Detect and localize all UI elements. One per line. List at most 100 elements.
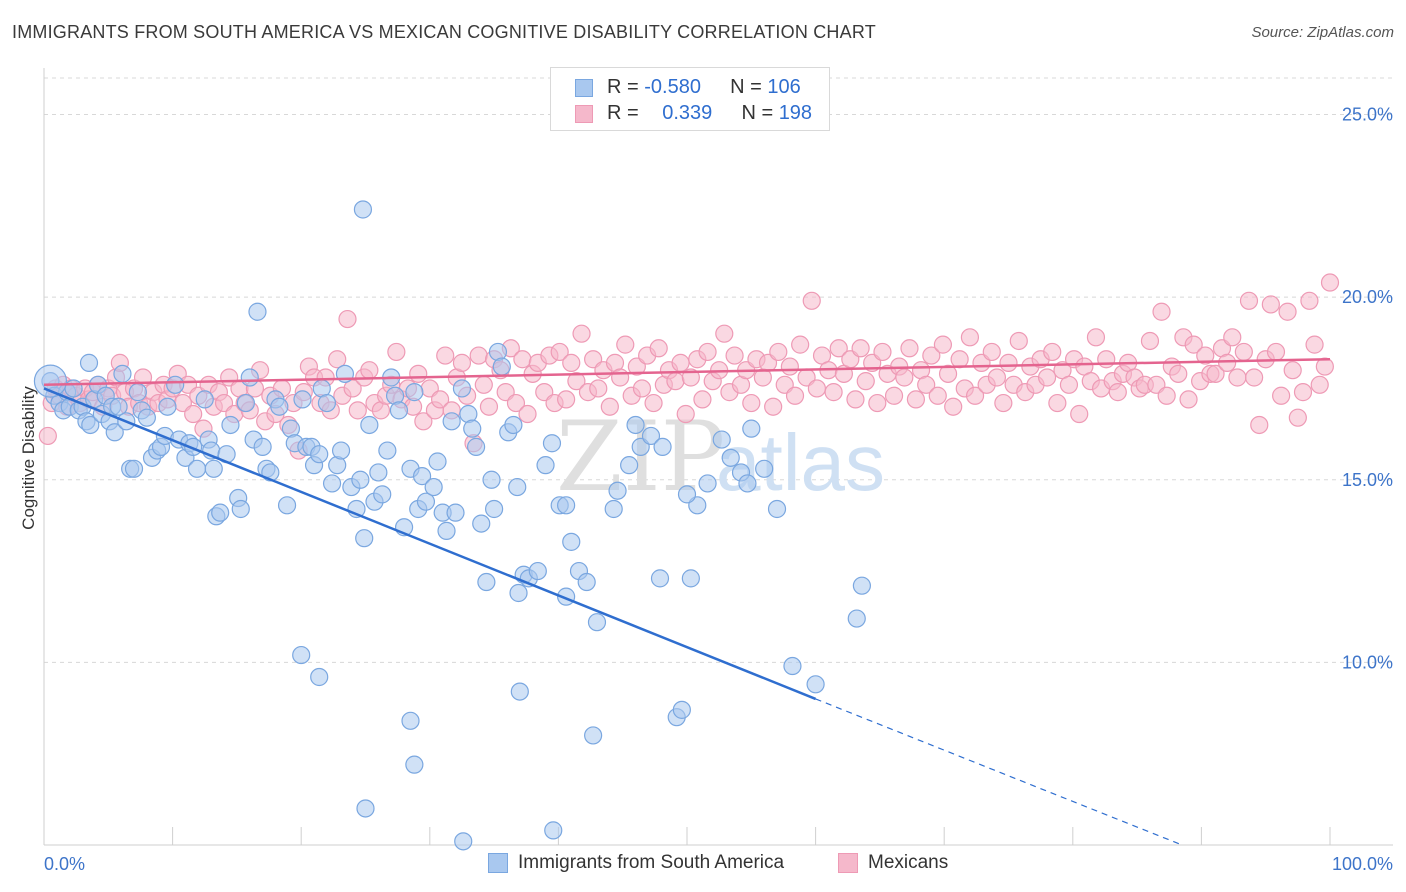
point-mexicans (917, 375, 936, 394)
point-mexicans (802, 291, 821, 310)
point-mexicans (1250, 415, 1269, 435)
point-immigrants (681, 569, 700, 588)
legend-r-label: R = (607, 102, 645, 124)
point-immigrants (847, 609, 866, 628)
point-mexicans (1070, 404, 1089, 424)
point-immigrants (485, 499, 504, 519)
point-mexicans (567, 372, 586, 391)
point-mexicans (851, 339, 870, 358)
point-mexicans (38, 426, 57, 446)
point-immigrants (353, 200, 373, 219)
point-immigrants (158, 397, 177, 416)
point-mexicans (950, 350, 969, 369)
point-immigrants (472, 514, 491, 533)
point-immigrants (113, 364, 132, 383)
y-tick-label: 10.0% (1342, 652, 1393, 672)
point-immigrants (492, 357, 511, 376)
point-mexicans (1278, 302, 1297, 321)
point-mexicans (965, 386, 985, 405)
y-tick-label: 15.0% (1342, 470, 1393, 490)
point-mexicans (474, 375, 493, 394)
point-immigrants (64, 379, 83, 398)
point-immigrants (128, 383, 147, 402)
point-immigrants (509, 583, 528, 603)
trend-line-immigrants-extrapolated (815, 698, 1183, 846)
point-mexicans (671, 353, 690, 372)
point-mexicans (1288, 408, 1307, 427)
point-immigrants (292, 645, 311, 665)
y-tick-label: 25.0% (1342, 105, 1393, 125)
point-mexicans (616, 335, 635, 354)
point-immigrants (437, 521, 456, 540)
legend-n-value: 106 (767, 76, 801, 98)
point-immigrants (240, 368, 259, 387)
chart-source: Source: ZipAtlas.com (1251, 24, 1394, 41)
point-immigrants (653, 437, 672, 456)
point-mexicans (1157, 386, 1176, 405)
point-mexicans (1315, 357, 1334, 376)
y-axis-label: Cognitive Disability (19, 386, 38, 530)
point-immigrants (355, 529, 374, 548)
series-immigrants-south-america (33, 200, 871, 851)
point-immigrants (604, 499, 623, 519)
legend-r-value: 0.339 (662, 102, 713, 124)
point-mexicans (698, 342, 717, 362)
point-immigrants (463, 419, 482, 438)
point-mexicans (343, 379, 362, 398)
point-immigrants (412, 467, 432, 486)
point-immigrants (221, 415, 240, 435)
point-immigrants (446, 503, 465, 522)
point-immigrants (166, 375, 185, 394)
point-immigrants (236, 393, 256, 413)
point-immigrants (698, 474, 717, 493)
point-immigrants (650, 569, 670, 588)
point-mexicans (1293, 383, 1313, 402)
point-immigrants (389, 401, 409, 420)
point-immigrants (504, 415, 523, 435)
point-mexicans (1266, 342, 1286, 362)
point-mexicans (1283, 361, 1302, 380)
point-mexicans (479, 397, 499, 416)
point-mexicans (1097, 350, 1116, 369)
point-mexicans (469, 346, 488, 365)
point-mexicans (360, 361, 379, 380)
point-mexicans (649, 339, 668, 358)
point-immigrants (360, 415, 379, 435)
point-immigrants (672, 700, 691, 719)
point-immigrants (584, 726, 603, 745)
point-immigrants (852, 576, 871, 595)
point-mexicans (644, 393, 663, 413)
point-mexicans (1184, 335, 1203, 354)
point-mexicans (987, 368, 1007, 387)
point-immigrants (510, 682, 529, 701)
point-mexicans (611, 368, 630, 387)
point-mexicans (960, 328, 980, 347)
point-mexicans (1086, 328, 1106, 347)
point-mexicans (1048, 393, 1067, 413)
bottom-legend-swatch-blue (488, 853, 508, 873)
point-immigrants (277, 496, 297, 515)
legend-n-label: N = (730, 76, 768, 98)
point-mexicans (348, 401, 367, 420)
point-immigrants (742, 419, 761, 438)
point-immigrants (542, 434, 562, 453)
point-mexicans (600, 397, 619, 416)
point-mexicans (725, 346, 744, 365)
point-immigrants (331, 441, 351, 460)
point-immigrants (721, 448, 740, 467)
point-immigrants (528, 561, 547, 581)
point-immigrants (356, 799, 375, 818)
point-mexicans (452, 353, 472, 372)
point-immigrants (373, 485, 392, 504)
point-immigrants (416, 492, 436, 511)
point-immigrants (322, 474, 342, 493)
point-immigrants (783, 656, 802, 676)
point-mexicans (430, 390, 450, 409)
point-immigrants (442, 412, 461, 431)
correlation-legend: R = -0.580 N = 106 R = 0.339 N = 198 (550, 67, 830, 131)
point-mexicans (328, 350, 347, 369)
point-mexicans (884, 386, 904, 405)
point-immigrants (231, 499, 250, 519)
point-immigrants (466, 437, 486, 456)
point-immigrants (310, 445, 329, 464)
